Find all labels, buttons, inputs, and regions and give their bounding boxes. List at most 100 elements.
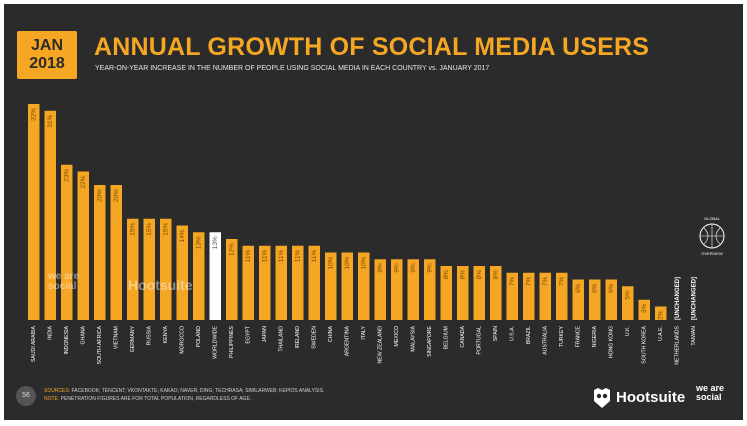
- bar: [407, 259, 419, 320]
- bar-value-label: 7%: [542, 277, 549, 287]
- category-label: NETHERLANDS: [675, 325, 681, 364]
- note-text: PENETRATION FIGURES ARE FOR TOTAL POPULA…: [60, 396, 252, 402]
- bar: [655, 306, 667, 320]
- category-label: SAUDI ARABIA: [31, 325, 37, 362]
- bar-value-label: [UNCHANGED]: [675, 277, 681, 320]
- category-label: NIGERIA: [592, 325, 598, 347]
- category-label: INDIA: [48, 325, 54, 339]
- category-label: HONG KONG: [609, 326, 615, 358]
- category-label: THAILAND: [279, 326, 285, 352]
- category-label: GERMANY: [130, 325, 136, 352]
- note-label: NOTE:: [44, 396, 60, 402]
- bar-value-label: 2%: [657, 310, 664, 320]
- category-label: MOROCCO: [180, 326, 186, 354]
- category-label: U.A.E.: [658, 326, 664, 341]
- bar: [358, 252, 370, 320]
- bar: [44, 110, 56, 320]
- sources-text: FACEBOOK; TENCENT; VKONTAKTE; KAKAO; NAV…: [71, 388, 325, 394]
- category-label: ARGENTINA: [345, 325, 351, 356]
- bar: [176, 225, 188, 320]
- category-label: U.K.: [625, 326, 631, 336]
- bar-value-label: 12%: [228, 243, 235, 256]
- date-badge: JAN 2018: [17, 31, 77, 79]
- bar: [523, 272, 535, 320]
- category-label: KENYA: [163, 325, 169, 343]
- bar: [391, 259, 403, 320]
- bar: [622, 286, 634, 320]
- date-month: JAN: [30, 37, 63, 54]
- bar: [209, 232, 221, 320]
- bar-value-label: 22%: [80, 175, 87, 188]
- bar: [275, 245, 287, 320]
- bar-value-label: 20%: [96, 189, 103, 202]
- category-label: SOUTH AFRICA: [97, 325, 103, 364]
- category-label: MALAYSIA: [411, 325, 417, 351]
- bar-value-label: 11%: [245, 250, 252, 263]
- category-label: NEW ZEALAND: [378, 326, 384, 364]
- we-are-text: we are: [696, 383, 725, 393]
- bar-value-label: 11%: [278, 250, 285, 263]
- bar-value-label: 11%: [294, 250, 301, 263]
- category-label: SOUTH KOREA: [642, 325, 648, 363]
- bar-value-label: 13%: [212, 236, 219, 249]
- category-label: RUSSIA: [147, 325, 153, 345]
- badge-bottom-text: OVERVIEW: [701, 251, 723, 256]
- bar: [94, 185, 106, 320]
- bar-value-label: 15%: [146, 223, 153, 236]
- category-label: BRAZIL: [526, 326, 532, 344]
- category-label: GHANA: [81, 325, 87, 344]
- bar: [193, 232, 205, 320]
- bar: [605, 279, 617, 320]
- sources-label: SOURCES:: [44, 388, 71, 394]
- bar: [457, 266, 469, 320]
- bar-value-label: 6%: [591, 283, 598, 293]
- category-label: MEXICO: [394, 326, 400, 346]
- page-number: 56: [16, 386, 36, 406]
- bar-value-label: 8%: [492, 270, 499, 280]
- bar-value-label: 10%: [344, 256, 351, 269]
- date-year: 2018: [29, 55, 65, 72]
- bar-value-label: 9%: [393, 263, 400, 273]
- category-label: WORLDWIDE: [213, 325, 219, 358]
- category-label: IRELAND: [295, 326, 301, 349]
- category-label: CANADA: [460, 325, 466, 347]
- bar: [374, 259, 386, 320]
- bar: [77, 171, 89, 320]
- sources-line: SOURCES: FACEBOOK; TENCENT; VKONTAKTE; K…: [44, 388, 324, 394]
- bar: [473, 266, 485, 320]
- note-line: NOTE: PENETRATION FIGURES ARE FOR TOTAL …: [44, 396, 251, 402]
- bar-value-label: 15%: [162, 223, 169, 236]
- bar-value-label: 7%: [525, 277, 532, 287]
- bar: [506, 272, 518, 320]
- category-label: BELGIUM: [444, 326, 450, 349]
- bar-value-label: [UNCHANGED]: [691, 277, 697, 320]
- bar: [638, 299, 650, 320]
- category-label: INDONESIA: [64, 325, 70, 354]
- hootsuite-logo-text: Hootsuite: [616, 389, 686, 406]
- bar: [556, 272, 568, 320]
- bar: [424, 259, 436, 320]
- bar: [110, 185, 122, 320]
- bar: [490, 266, 502, 320]
- hootsuite-watermark: Hootsuite: [128, 277, 193, 293]
- bar-value-label: 8%: [476, 270, 483, 280]
- page-subtitle: YEAR-ON-YEAR INCREASE IN THE NUMBER OF P…: [95, 65, 490, 72]
- bar-value-label: 9%: [426, 263, 433, 273]
- bar: [292, 245, 304, 320]
- category-label: SINGAPORE: [427, 325, 433, 356]
- bar-chart: 32% SAUDI ARABIA 31% INDIA 23% INDONESIA 22% GH…: [28, 104, 725, 365]
- bar-value-label: 15%: [129, 223, 136, 236]
- bar-value-label: 13%: [195, 236, 202, 249]
- badge-top-text: GLOBAL: [704, 216, 721, 221]
- category-label: TURKEY: [559, 325, 565, 347]
- bar: [572, 279, 584, 320]
- bar-value-label: 8%: [459, 270, 466, 280]
- category-label: TAIWAN: [691, 326, 697, 346]
- category-label: U.S.A.: [510, 326, 516, 341]
- owl-icon: [594, 388, 610, 408]
- bar: [61, 164, 73, 320]
- bar: [160, 218, 172, 320]
- category-label: SWEDEN: [312, 326, 318, 349]
- bar-value-label: 9%: [377, 263, 384, 273]
- bar-value-label: 23%: [63, 169, 70, 182]
